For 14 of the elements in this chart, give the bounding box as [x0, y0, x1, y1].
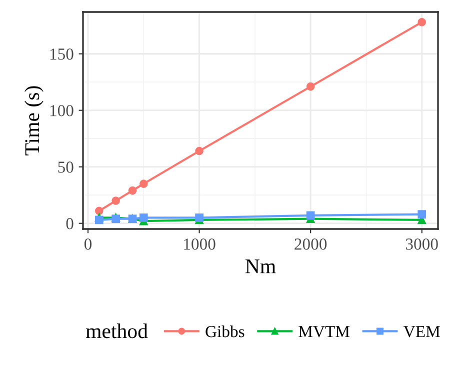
y-tick-label: 150 — [50, 48, 74, 60]
x-tick-label: 1000 — [184, 238, 216, 250]
legend-title: method — [86, 324, 148, 338]
x-tick-label: 3000 — [406, 238, 438, 250]
legend-label: MVTM — [298, 326, 350, 338]
legend-label: VEM — [404, 326, 440, 338]
y-axis-title: Time (s) — [24, 86, 44, 156]
x-tick-label: 0 — [84, 238, 92, 250]
y-tick-label: 0 — [66, 218, 74, 230]
legend-label: Gibbs — [206, 325, 244, 338]
y-tick-label: 100 — [50, 105, 74, 116]
y-tick-label: 50 — [58, 162, 74, 173]
x-axis-title: Nm — [245, 260, 276, 274]
x-tick-label: 2000 — [294, 238, 327, 250]
